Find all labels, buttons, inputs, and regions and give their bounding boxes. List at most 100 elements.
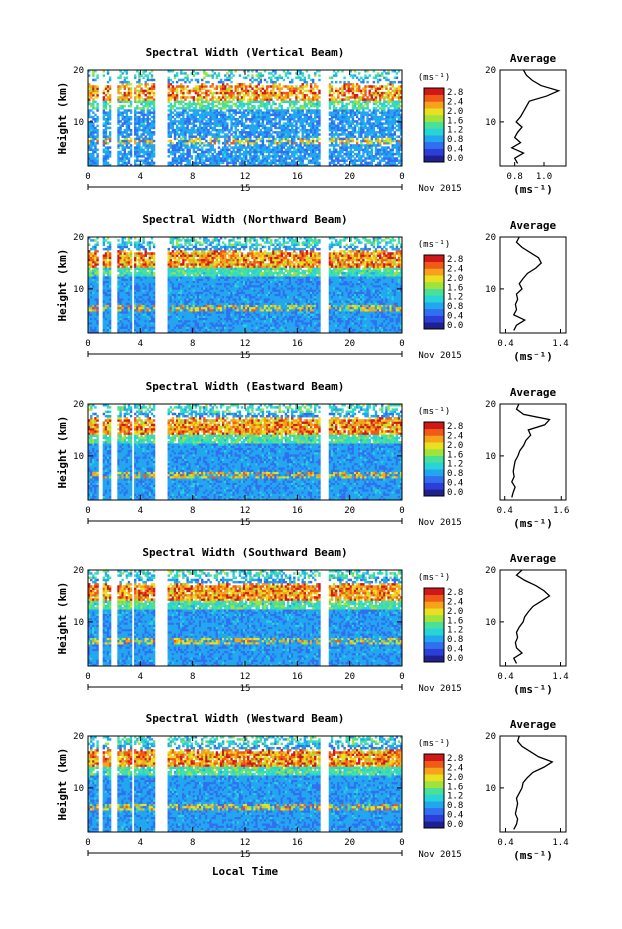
heatmap-cell xyxy=(130,94,132,96)
heatmap-cell xyxy=(258,157,260,159)
heatmap-cell xyxy=(352,92,354,94)
heatmap-cell xyxy=(389,125,391,127)
heatmap-cell xyxy=(270,162,272,164)
heatmap-cell xyxy=(299,155,301,157)
heatmap-cell xyxy=(385,146,387,148)
heatmap-cell xyxy=(207,90,209,92)
heatmap-cell xyxy=(170,144,172,146)
heatmap-cell xyxy=(341,159,343,161)
heatmap-cell xyxy=(96,155,98,157)
heatmap-cell xyxy=(276,153,278,155)
heatmap-cell xyxy=(392,149,394,151)
heatmap-cell xyxy=(140,140,142,142)
heatmap-cell xyxy=(145,144,147,146)
heatmap-cell xyxy=(285,74,287,76)
heatmap-cell xyxy=(371,127,373,129)
heatmap-cell xyxy=(230,85,232,87)
heatmap-cell xyxy=(394,107,396,109)
heatmap-cell xyxy=(251,133,253,135)
heatmap-cell xyxy=(249,131,251,133)
heatmap-cell xyxy=(369,90,371,92)
heatmap-cell xyxy=(369,122,371,124)
heatmap-cell xyxy=(314,92,316,94)
heatmap-cell xyxy=(348,81,350,83)
heatmap-cell xyxy=(362,81,364,83)
heatmap-cell xyxy=(352,162,354,164)
heatmap-cell xyxy=(247,142,249,144)
heatmap-cell xyxy=(356,83,358,85)
heatmap-cell xyxy=(306,129,308,131)
heatmap-cell xyxy=(174,114,176,116)
heatmap-cell xyxy=(278,87,280,89)
heatmap-cell xyxy=(360,114,362,116)
heatmap-cell xyxy=(205,85,207,87)
heatmap-cell xyxy=(295,125,297,127)
heatmap-cell xyxy=(121,131,123,133)
heatmap-cell xyxy=(364,111,366,113)
heatmap-cell xyxy=(140,107,142,109)
heatmap-cell xyxy=(291,79,293,81)
heatmap-cell xyxy=(373,94,375,96)
heatmap-cell xyxy=(366,133,368,135)
average-frame xyxy=(500,70,566,166)
heatmap-cell xyxy=(371,114,373,116)
heatmap-cell xyxy=(235,142,237,144)
heatmap-cell xyxy=(180,120,182,122)
heatmap-cell xyxy=(151,122,153,124)
heatmap-cell xyxy=(276,77,278,79)
heatmap-cell xyxy=(195,79,197,81)
heatmap-cell xyxy=(149,96,151,98)
heatmap-cell xyxy=(226,135,228,137)
heatmap-cell xyxy=(230,129,232,131)
heatmap-cell xyxy=(278,105,280,107)
heatmap-cell xyxy=(276,127,278,129)
heatmap-cell xyxy=(126,125,128,127)
heatmap-cell xyxy=(138,125,140,127)
heatmap-cell xyxy=(285,129,287,131)
heatmap-cell xyxy=(360,146,362,148)
heatmap-cell xyxy=(308,146,310,148)
heatmap-cell xyxy=(304,114,306,116)
heatmap-cell xyxy=(364,159,366,161)
heatmap-cell xyxy=(274,146,276,148)
heatmap-cell xyxy=(381,151,383,153)
heatmap-cell xyxy=(172,116,174,118)
heatmap-cell xyxy=(302,138,304,140)
heatmap-cell xyxy=(191,118,193,120)
heatmap-cell xyxy=(170,109,172,111)
heatmap-cell xyxy=(117,98,119,100)
heatmap-cell xyxy=(251,127,253,129)
heatmap-cell xyxy=(149,138,151,140)
heatmap-cell xyxy=(178,122,180,124)
heatmap-cell xyxy=(293,90,295,92)
heatmap-cell xyxy=(239,146,241,148)
heatmap-cell xyxy=(285,125,287,127)
heatmap-cell xyxy=(96,131,98,133)
heatmap-cell xyxy=(358,153,360,155)
heatmap-cell xyxy=(293,87,295,89)
heatmap-cell xyxy=(375,125,377,127)
heatmap-cell xyxy=(216,162,218,164)
heatmap-cell xyxy=(366,129,368,131)
heatmap-cell xyxy=(182,92,184,94)
heatmap-cell xyxy=(228,79,230,81)
heatmap-cell xyxy=(90,329,92,331)
heatmap-cell xyxy=(276,155,278,157)
heatmap-cell xyxy=(350,153,352,155)
heatmap-cell xyxy=(153,133,155,135)
heatmap-cell xyxy=(188,109,190,111)
heatmap-cell xyxy=(331,85,333,87)
heatmap-cell xyxy=(142,133,144,135)
heatmap-cell xyxy=(278,77,280,79)
heatmap-cell xyxy=(172,96,174,98)
heatmap-cell xyxy=(335,81,337,83)
heatmap-cell xyxy=(283,151,285,153)
heatmap-cell xyxy=(207,153,209,155)
heatmap-cell xyxy=(180,87,182,89)
heatmap-cell xyxy=(149,109,151,111)
heatmap-cell xyxy=(364,87,366,89)
heatmap-cell xyxy=(119,159,121,161)
heatmap-cell xyxy=(197,96,199,98)
heatmap-cell xyxy=(178,135,180,137)
heatmap-cell xyxy=(341,138,343,140)
